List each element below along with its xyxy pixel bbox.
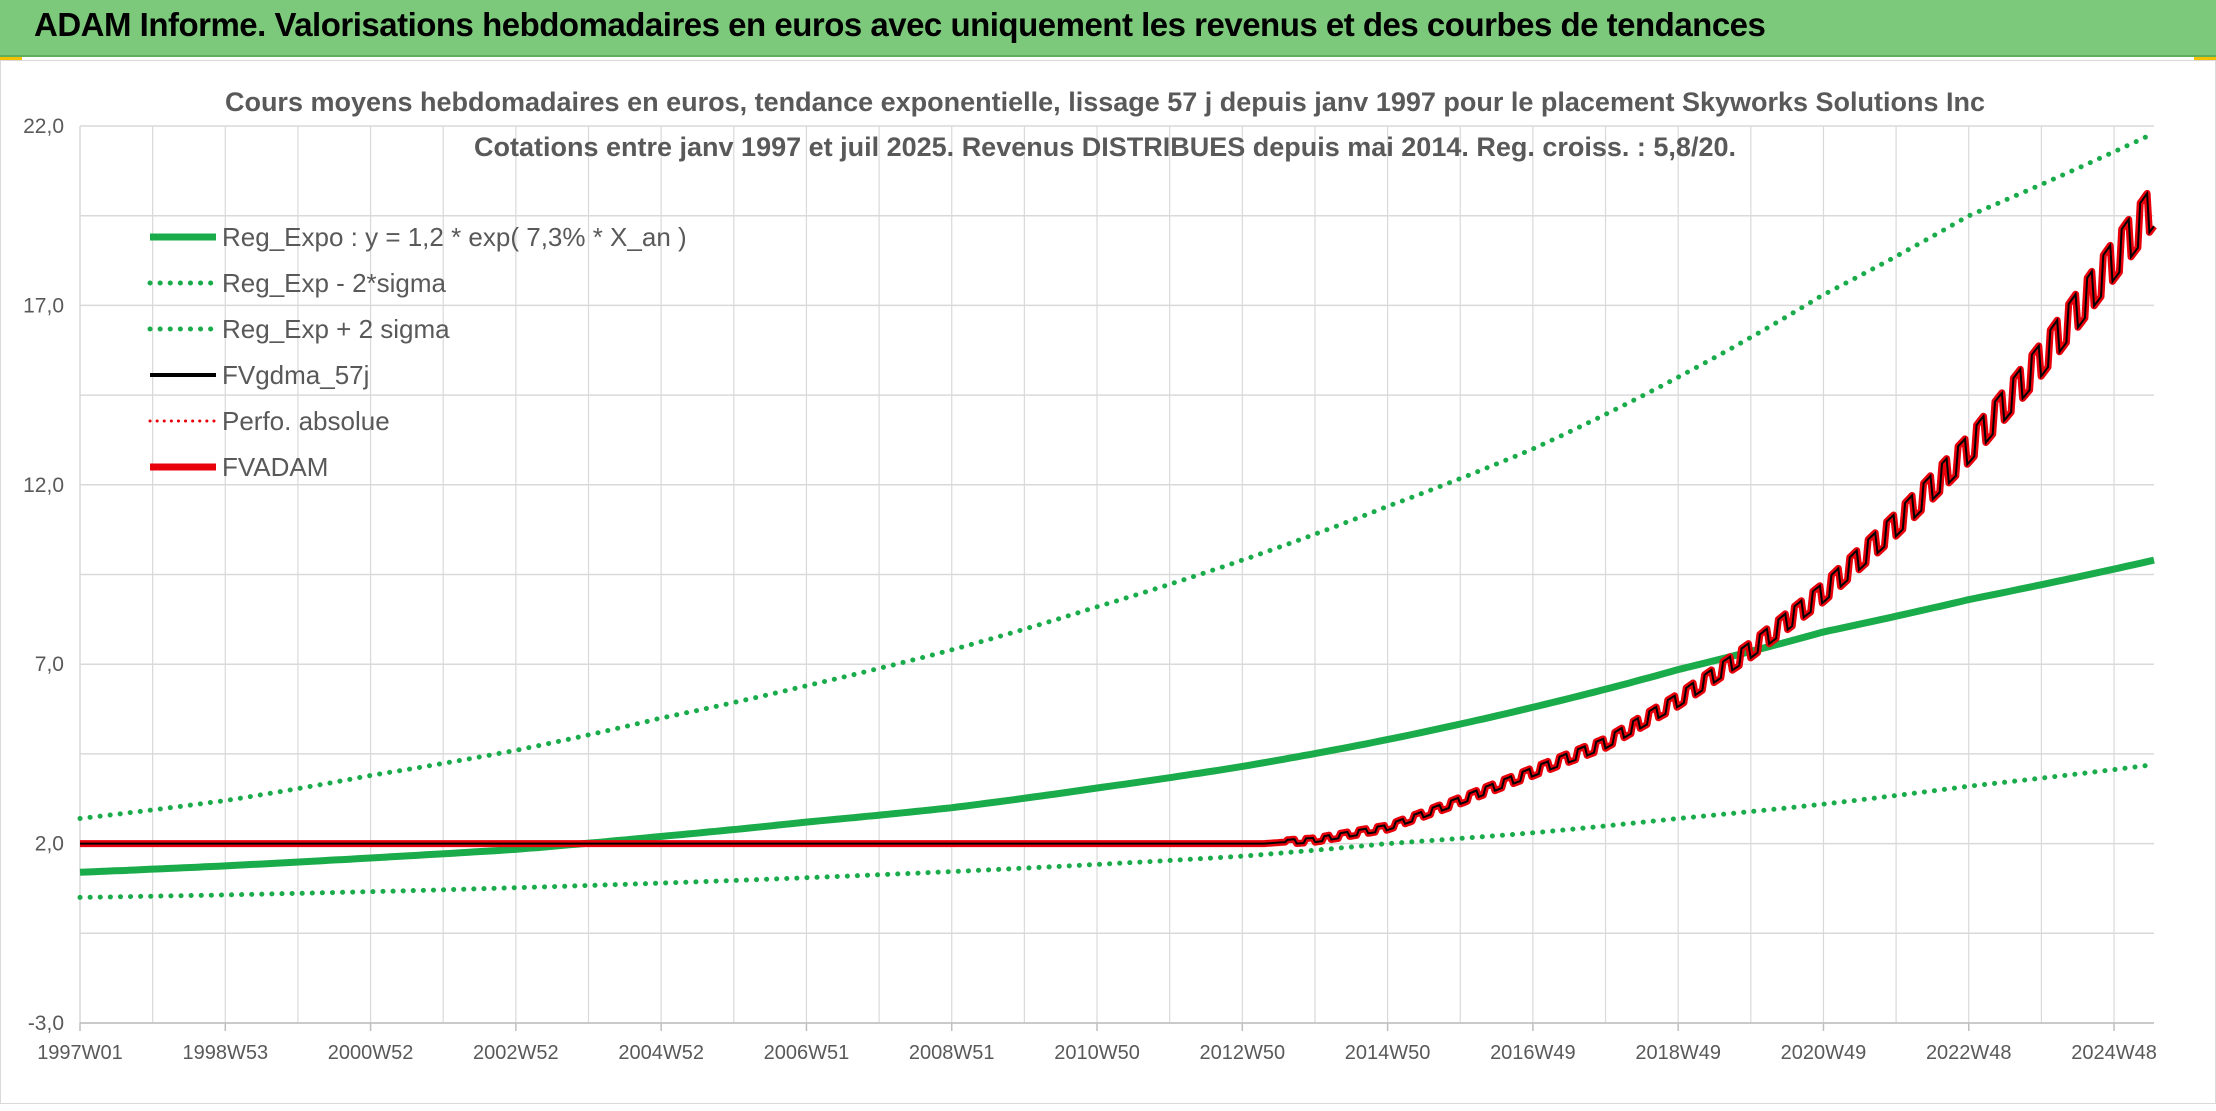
legend-label: Reg_Exp + 2 sigma — [222, 314, 450, 344]
x-tick-label: 1997W01 — [37, 1042, 123, 1064]
x-tick-label: 2012W50 — [1199, 1042, 1285, 1064]
x-tick-label: 2002W52 — [473, 1042, 559, 1064]
x-tick-label: 2004W52 — [618, 1042, 704, 1064]
legend-item: Perfo. absolue — [148, 406, 390, 436]
x-tick-label: 2024W48 — [2071, 1042, 2157, 1064]
x-tick-label: 2000W52 — [328, 1042, 414, 1064]
y-tick-label: 12,0 — [23, 474, 64, 497]
chart-area: 22,0 17,0 12,0 7,0 2,0 -3,0 1997W01 1998W53 200… — [0, 57, 2216, 1106]
x-tick-label: 2018W49 — [1635, 1042, 1721, 1064]
chart-subtitle: Cotations entre janv 1997 et juil 2025. … — [474, 132, 1736, 162]
series-reg-exp-minus-2sigma — [77, 762, 2157, 900]
x-tick-label: 2010W50 — [1054, 1042, 1140, 1064]
report-title: ADAM Informe. Valorisations hebdomadaire… — [34, 6, 1766, 43]
x-tick-label: 1998W53 — [182, 1042, 268, 1064]
x-tick-label: 2008W51 — [909, 1042, 995, 1064]
legend-label: Reg_Expo : y = 1,2 * exp( 7,3% * X_an ) — [222, 222, 687, 252]
y-tick-label: 17,0 — [23, 294, 64, 317]
y-tick-label: 2,0 — [35, 833, 64, 856]
y-tick-label: 22,0 — [23, 115, 64, 138]
legend-label: FVgdma_57j — [222, 360, 369, 390]
x-tick-label: 2022W48 — [1926, 1042, 2012, 1064]
x-tick-label: 2014W50 — [1345, 1042, 1431, 1064]
chart-title: Cours moyens hebdomadaires en euros, ten… — [225, 87, 1985, 117]
legend-label: FVADAM — [222, 452, 328, 482]
x-tick-label: 2016W49 — [1490, 1042, 1576, 1064]
x-tick-label: 2020W49 — [1781, 1042, 1867, 1064]
legend-item: FVgdma_57j — [150, 360, 369, 390]
series-reg-expo — [79, 556, 2155, 876]
series-reg-exp-plus-2sigma — [77, 130, 2157, 821]
legend-item: Reg_Expo : y = 1,2 * exp( 7,3% * X_an ) — [150, 222, 687, 252]
legend-item: Reg_Exp - 2*sigma — [147, 268, 447, 298]
legend-item: Reg_Exp + 2 sigma — [147, 314, 450, 344]
series-fvgdma-57j — [80, 190, 2155, 845]
legend-item: FVADAM — [150, 452, 328, 482]
legend-label: Perfo. absolue — [222, 406, 390, 436]
legend-label: Reg_Exp - 2*sigma — [222, 268, 447, 298]
x-tick-label: 2006W51 — [764, 1042, 850, 1064]
report-banner: ADAM Informe. Valorisations hebdomadaire… — [0, 0, 2216, 57]
y-tick-label: 7,0 — [35, 653, 64, 676]
chart-border — [0, 60, 2216, 1104]
y-tick-label: -3,0 — [28, 1012, 64, 1035]
valuation-chart: 22,0 17,0 12,0 7,0 2,0 -3,0 1997W01 1998W53 200… — [0, 60, 2216, 1104]
